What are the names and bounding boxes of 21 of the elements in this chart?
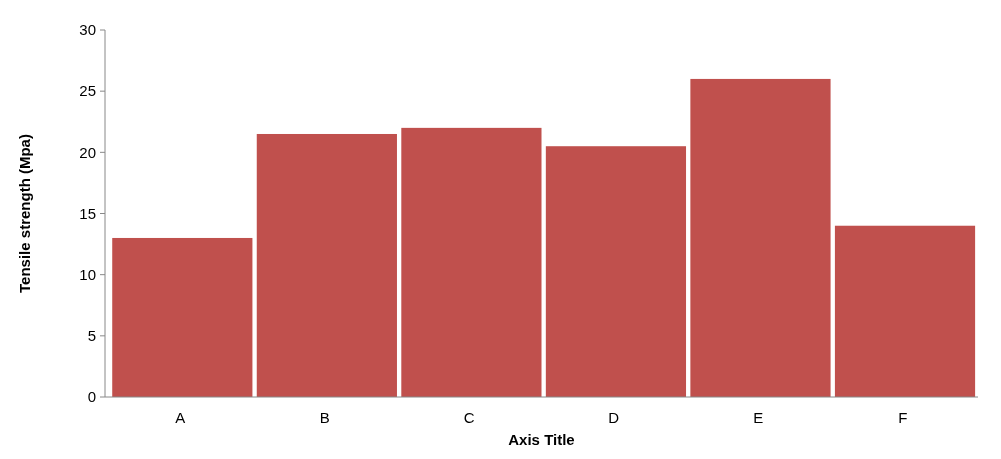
x-tick-label: D — [608, 409, 620, 426]
y-tick-label: 20 — [79, 143, 96, 161]
bar — [112, 237, 253, 397]
bar — [256, 133, 397, 397]
x-tick-label: B — [319, 409, 330, 426]
bar — [401, 127, 542, 397]
y-tick-label: 25 — [79, 82, 96, 100]
y-tick-label: 10 — [79, 265, 96, 283]
x-tick-label: F — [898, 409, 908, 426]
x-tick-label: C — [463, 409, 475, 426]
y-tick-label: 30 — [79, 21, 96, 39]
y-axis-title: Tensile strength (Mpa) — [16, 134, 33, 293]
x-tick-label: E — [753, 409, 764, 426]
y-tick-label: 5 — [87, 327, 96, 345]
y-tick-label: 15 — [79, 204, 96, 222]
x-axis-title: Axis Title — [508, 431, 575, 448]
y-tick-label: 0 — [87, 388, 96, 406]
bar — [834, 225, 976, 397]
bar — [690, 78, 831, 397]
bar — [545, 146, 687, 397]
x-tick-label: A — [175, 409, 186, 426]
